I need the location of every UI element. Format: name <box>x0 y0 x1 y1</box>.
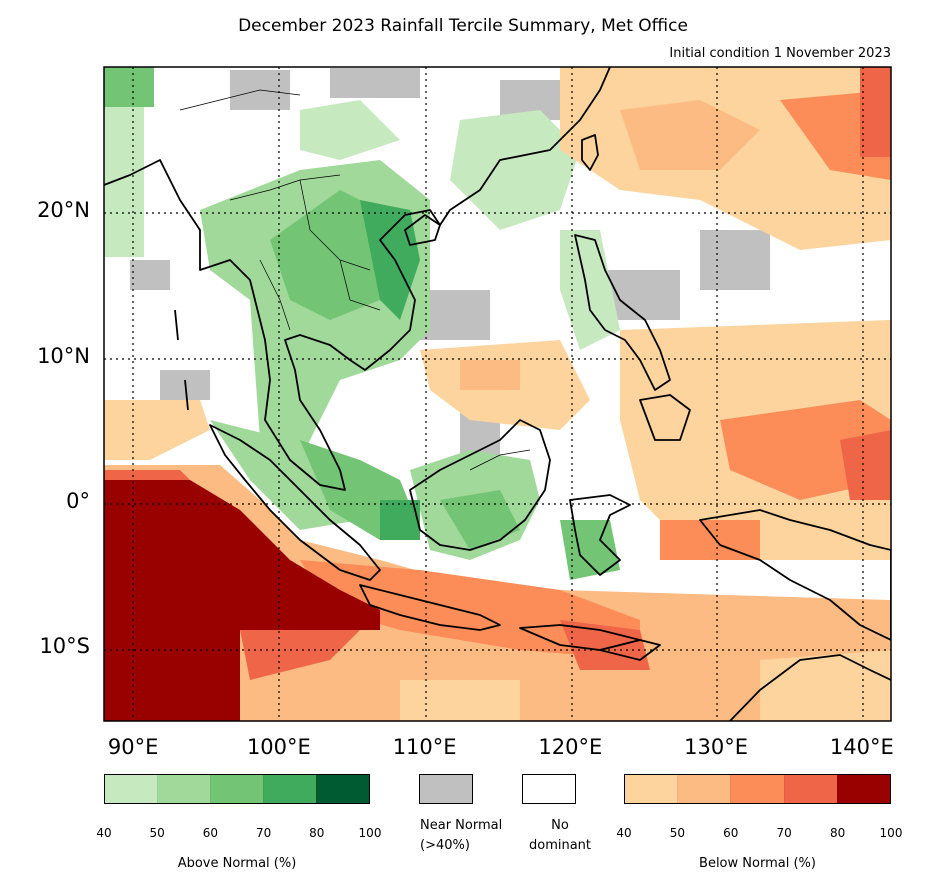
near-normal-caption-2: (>40%) <box>420 838 470 853</box>
map-frame <box>103 66 892 722</box>
above-normal-swatch <box>210 775 263 803</box>
below-normal-swatch <box>730 775 784 803</box>
lat-label: 10°S <box>39 634 90 659</box>
lon-label: 100°E <box>246 735 311 759</box>
colorbar-tick-label: 40 <box>616 826 632 840</box>
below-normal-swatch <box>836 775 891 803</box>
below-normal-swatch <box>625 775 678 803</box>
colorbar-tick-label: 40 <box>96 826 112 840</box>
near-normal-caption-1: Near Normal <box>420 818 503 833</box>
colorbar-tick-label: 50 <box>669 826 686 840</box>
above-normal-colorbar <box>104 774 370 804</box>
chart-subtitle: Initial condition 1 November 2023 <box>669 46 891 61</box>
coastlines <box>104 67 891 721</box>
above-normal-swatch <box>105 775 157 803</box>
near-normal-swatch <box>419 774 473 804</box>
above-normal-regions <box>104 67 620 580</box>
colorbar-tick-label: 100 <box>879 826 903 840</box>
chart-title: December 2023 Rainfall Tercile Summary, … <box>238 16 688 36</box>
above-normal-swatch <box>316 775 369 803</box>
colorbar-tick-label: 80 <box>829 826 846 840</box>
lon-label: 140°E <box>829 735 894 759</box>
lon-label: 90°E <box>107 735 159 759</box>
colorbar-tick-label: 60 <box>723 826 739 840</box>
no-dominant-color <box>523 775 575 803</box>
no-dominant-swatch <box>522 774 576 804</box>
below-normal-swatch <box>783 775 837 803</box>
lat-label: 20°N <box>37 198 90 223</box>
below-normal-swatch <box>677 775 731 803</box>
lon-label: 120°E <box>538 735 603 759</box>
above-normal-caption: Above Normal (%) <box>177 856 297 871</box>
colorbar-tick-label: 80 <box>309 826 325 840</box>
no-dominant-caption-1: No <box>551 818 569 833</box>
above-normal-swatch <box>263 775 316 803</box>
colorbar-tick-label: 50 <box>149 826 165 840</box>
no-dominant-caption-2: dominant <box>528 838 592 853</box>
colorbar-tick-label: 100 <box>358 826 382 840</box>
gridlines <box>104 67 891 721</box>
lat-label: 10°N <box>37 343 90 368</box>
below-normal-colorbar <box>624 774 891 804</box>
colorbar-tick-label: 60 <box>202 826 219 840</box>
lon-label: 110°E <box>392 735 457 759</box>
colorbar-tick-label: 70 <box>776 826 792 840</box>
near-normal-color <box>420 775 472 803</box>
borders <box>179 89 531 471</box>
colorbar-tick-label: 70 <box>255 826 272 840</box>
lat-label: 0° <box>66 489 90 513</box>
below-normal-regions <box>104 67 891 721</box>
lon-label: 130°E <box>684 735 749 759</box>
below-normal-caption: Below Normal (%) <box>699 856 816 871</box>
above-normal-swatch <box>157 775 210 803</box>
